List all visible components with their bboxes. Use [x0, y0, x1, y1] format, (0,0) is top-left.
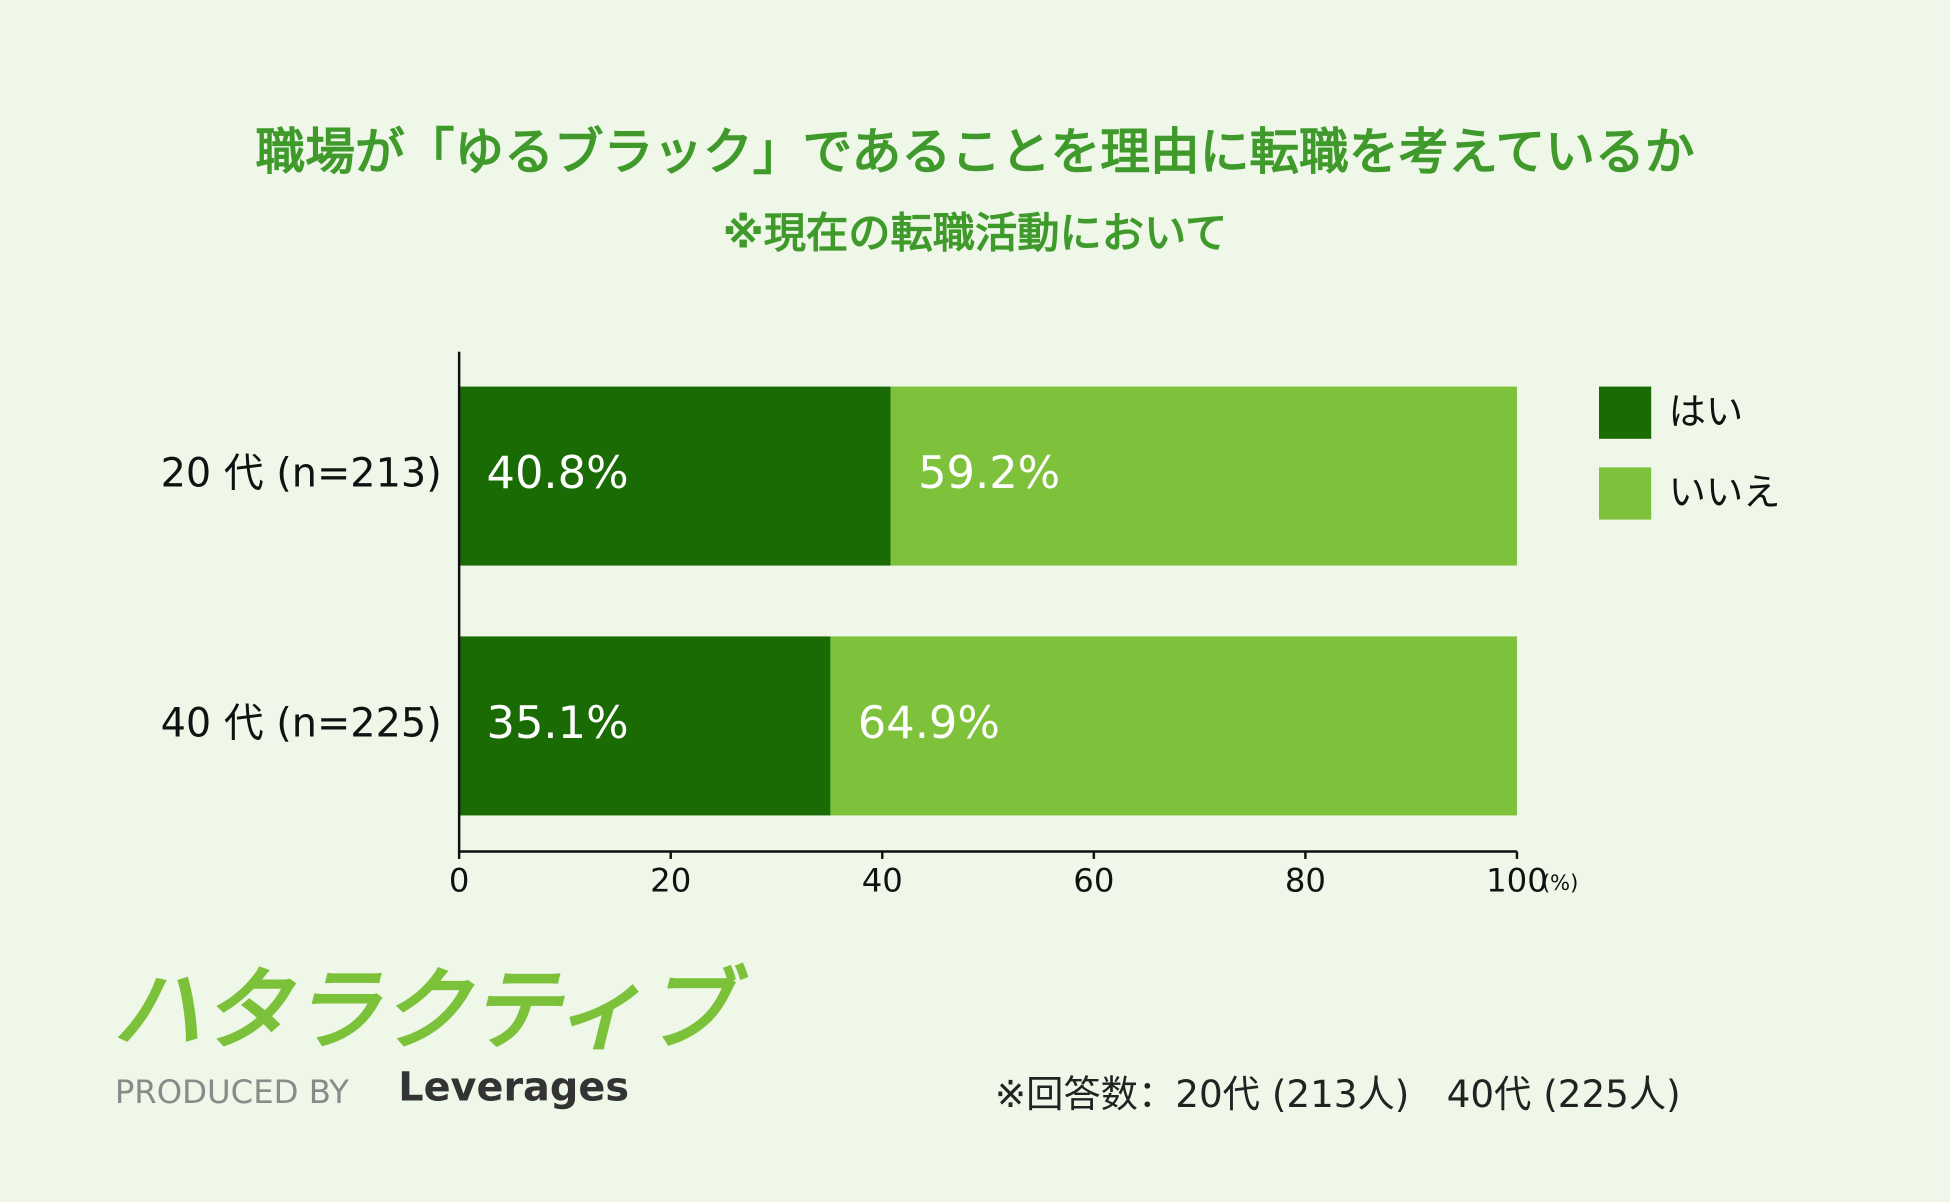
logo-name: ハタラクティブ: [112, 959, 749, 1063]
x-tick-label: 80: [1285, 862, 1326, 900]
y-tick-label: 40 代 (n=225): [161, 700, 442, 746]
x-tick-label: 20: [650, 862, 691, 900]
legend-swatch: [1598, 467, 1652, 520]
chart-subtitle: ※現在の転職活動において: [723, 209, 1228, 258]
x-tick-label: 0: [449, 862, 470, 900]
footnote: ※回答数：20代 (213人) 40代 (225人): [995, 1072, 1681, 1116]
logo-produced-by: PRODUCED BY: [115, 1073, 349, 1111]
chart-title: 職場が「ゆるブラック」であることを理由に転職を考えているか: [256, 123, 1695, 181]
value-label: 35.1%: [486, 696, 628, 749]
legend-label: いいえ: [1669, 470, 1781, 514]
x-axis-unit: (%): [1542, 870, 1579, 895]
bar-segment: [459, 386, 891, 566]
bar-segment: [830, 636, 1517, 816]
value-label: 64.9%: [858, 696, 1000, 749]
value-label: 40.8%: [486, 446, 628, 499]
x-tick-label: 60: [1073, 862, 1114, 900]
y-tick-label: 20 代 (n=213): [161, 451, 442, 497]
logo-company: Leverages: [398, 1065, 629, 1111]
legend-label: はい: [1669, 389, 1744, 433]
bar-segment: [459, 636, 831, 816]
x-tick-label: 40: [862, 862, 903, 900]
value-label: 59.2%: [918, 446, 1060, 499]
x-tick-label: 100: [1486, 862, 1548, 900]
bar-segment: [890, 386, 1517, 566]
legend-swatch: [1598, 386, 1652, 439]
